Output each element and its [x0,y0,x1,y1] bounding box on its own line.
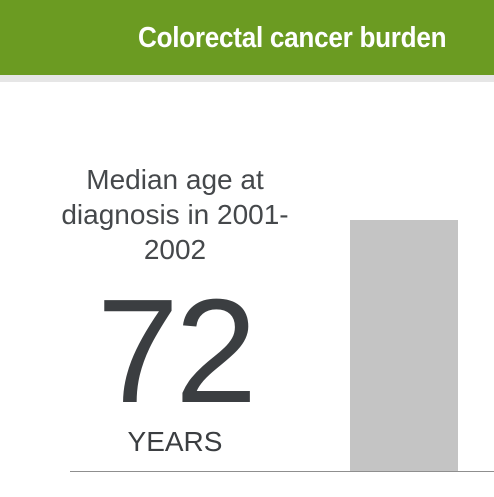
header-banner: Colorectal cancer burden [0,0,494,75]
header-stripe [0,75,494,82]
header-title: Colorectal cancer burden [138,22,447,54]
stat-label: Median age at diagnosis in 2001-2002 [61,164,289,265]
baseline-rule [70,471,494,472]
stat-unit: YEARS [127,426,223,457]
stat-value: 72 [96,269,258,434]
gray-panel [350,220,458,471]
